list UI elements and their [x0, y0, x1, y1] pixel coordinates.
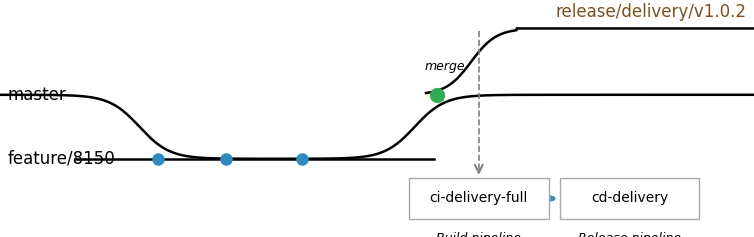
Text: Release pipeline: Release pipeline	[578, 232, 681, 237]
FancyBboxPatch shape	[409, 178, 549, 219]
Text: merge: merge	[425, 60, 465, 73]
Text: cd-delivery: cd-delivery	[591, 191, 668, 205]
Text: Build pipeline: Build pipeline	[437, 232, 521, 237]
Text: master: master	[8, 86, 66, 104]
Text: ci-delivery-full: ci-delivery-full	[430, 191, 528, 205]
Text: release/delivery/v1.0.2: release/delivery/v1.0.2	[556, 3, 746, 21]
Text: feature/8150: feature/8150	[8, 150, 115, 168]
FancyBboxPatch shape	[559, 178, 700, 219]
